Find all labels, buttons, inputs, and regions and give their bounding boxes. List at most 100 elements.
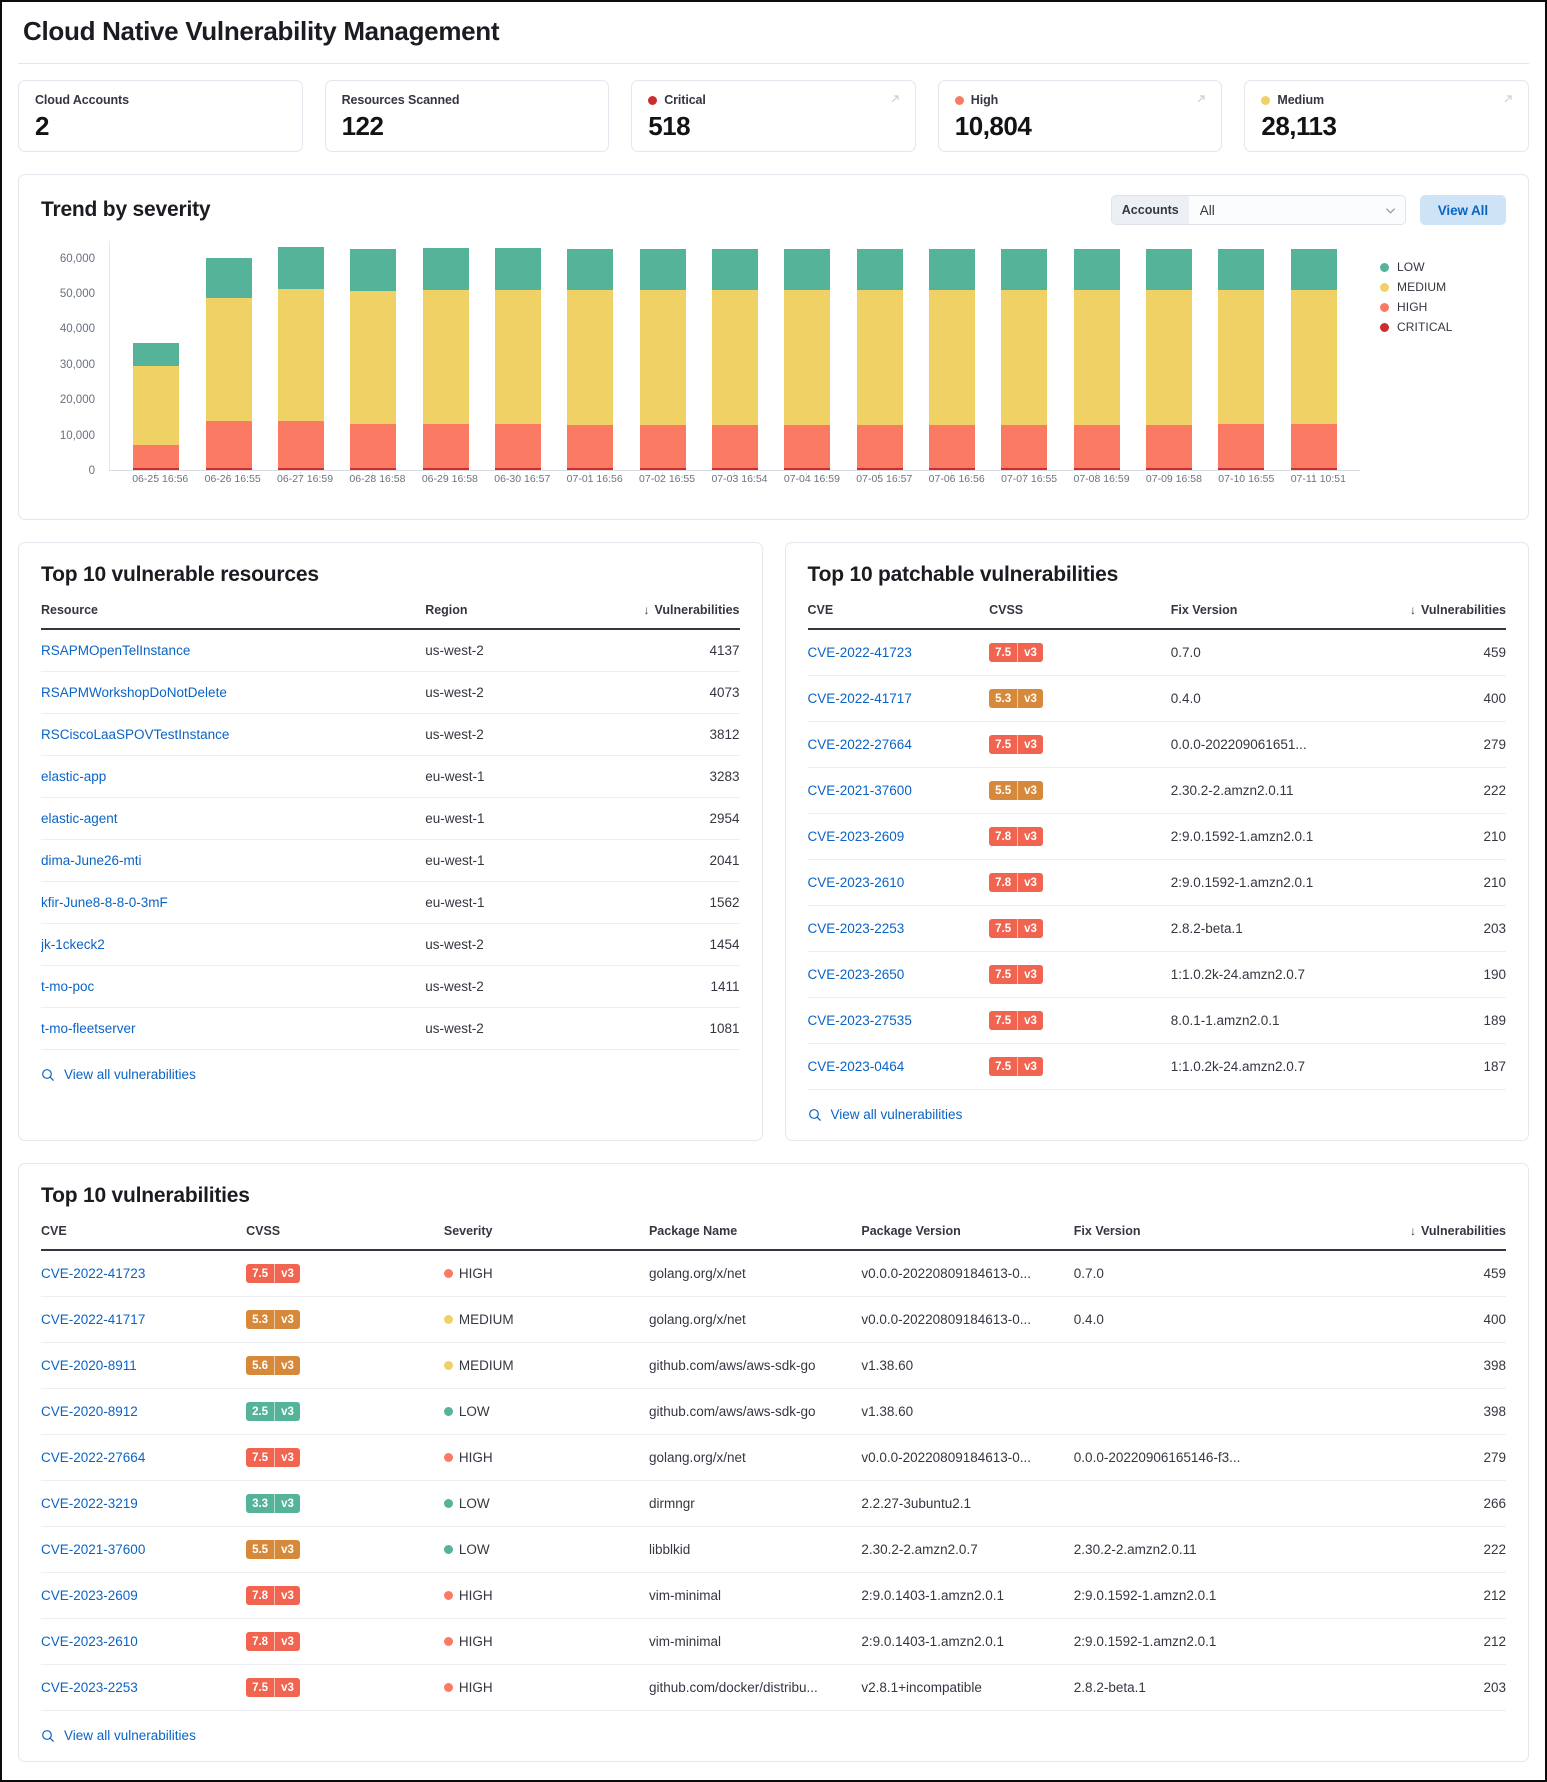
bar-segment-medium [1073, 290, 1120, 425]
resource-link[interactable]: RSAPMOpenTelInstance [41, 643, 191, 658]
table-row: CVE-2021-37600 5.5 v3 LOW libblkid 2.30.2-2.a… [41, 1526, 1506, 1573]
bar-column[interactable] [422, 241, 469, 470]
resource-link[interactable]: t-mo-poc [41, 979, 95, 994]
cve-link[interactable]: CVE-2023-0464 [807, 1059, 905, 1074]
bar-segment-high [494, 424, 541, 469]
col-package-version[interactable]: Package Version [861, 1224, 961, 1238]
legend-item-critical[interactable]: CRITICAL [1380, 317, 1506, 337]
y-axis-tick: 30,000 [59, 358, 95, 371]
bar-column[interactable] [494, 241, 541, 470]
bar-column[interactable] [856, 241, 903, 470]
cell-region: eu-west-1 [425, 881, 586, 924]
view-all-button[interactable]: View All [1419, 195, 1506, 225]
cve-link[interactable]: CVE-2023-2253 [807, 921, 905, 936]
cve-link[interactable]: CVE-2020-8911 [41, 1358, 137, 1373]
cvss-badge: 5.5 v3 [246, 1540, 300, 1559]
cve-link[interactable]: CVE-2023-2609 [807, 829, 905, 844]
cve-link[interactable]: CVE-2023-2610 [41, 1634, 138, 1649]
accounts-select[interactable]: All [1188, 196, 1405, 224]
cve-link[interactable]: CVE-2021-37600 [41, 1542, 146, 1557]
vulnerabilities-view-all-label: View all vulnerabilities [64, 1728, 196, 1743]
cve-link[interactable]: CVE-2022-41723 [41, 1266, 146, 1281]
legend-label: CRITICAL [1397, 320, 1453, 334]
cell-severity: LOW [443, 1388, 649, 1435]
bar-segment-medium [133, 365, 180, 445]
cell-fix-version: 1:1.0.2k-24.amzn2.0.7 [1170, 951, 1381, 998]
bar-column[interactable] [639, 241, 686, 470]
col-cve[interactable]: CVE [807, 603, 834, 617]
resource-link[interactable]: dima-June26-mti [41, 853, 142, 868]
resource-link[interactable]: elastic-app [41, 769, 107, 784]
legend-item-high[interactable]: HIGH [1380, 297, 1506, 317]
col-cve[interactable]: CVE [41, 1224, 67, 1238]
col-cvss[interactable]: CVSS [246, 1224, 281, 1238]
bar-column[interactable] [711, 241, 758, 470]
bar-segment-high [133, 444, 180, 469]
bar-column[interactable] [133, 241, 180, 470]
open-in-new-icon[interactable] [888, 92, 902, 106]
bar-column[interactable] [784, 241, 831, 470]
cve-link[interactable]: CVE-2022-3219 [41, 1496, 138, 1511]
cve-link[interactable]: CVE-2023-2609 [41, 1588, 138, 1603]
cell-cvss: 7.5 v3 [989, 629, 1171, 676]
col-resource[interactable]: Resource [41, 603, 98, 617]
cve-link[interactable]: CVE-2022-41717 [807, 691, 912, 706]
col-fix-version[interactable]: Fix Version [1170, 603, 1238, 617]
legend-item-low[interactable]: LOW [1380, 257, 1506, 277]
cve-link[interactable]: CVE-2020-8912 [41, 1404, 138, 1419]
bar-column[interactable] [1145, 241, 1192, 470]
cve-link[interactable]: CVE-2021-37600 [807, 783, 912, 798]
cve-link[interactable]: CVE-2023-2610 [807, 875, 905, 890]
cve-link[interactable]: CVE-2023-2253 [41, 1680, 138, 1695]
col-package-name[interactable]: Package Name [648, 1224, 738, 1238]
bar-column[interactable] [1290, 241, 1337, 470]
patchable-view-all-link[interactable]: View all vulnerabilities [808, 1107, 1507, 1124]
cve-link[interactable]: CVE-2023-2650 [807, 967, 905, 982]
resources-view-all-link[interactable]: View all vulnerabilities [41, 1067, 740, 1084]
resources-panel-title: Top 10 vulnerable resources [41, 563, 319, 586]
cve-link[interactable]: CVE-2022-27664 [41, 1450, 146, 1465]
col-vulnerabilities[interactable]: ↓ Vulnerabilities [586, 603, 740, 629]
bar-column[interactable] [1218, 241, 1265, 470]
cve-link[interactable]: CVE-2022-41723 [807, 645, 912, 660]
metric-card-medium[interactable]: Medium 28,113 [1244, 80, 1529, 152]
bar-column[interactable] [350, 241, 397, 470]
cell-fix-version: 2:9.0.1592-1.amzn2.0.1 [1073, 1618, 1309, 1665]
cve-link[interactable]: CVE-2022-41717 [41, 1312, 146, 1327]
vulnerabilities-view-all-link[interactable]: View all vulnerabilities [41, 1728, 1506, 1745]
search-icon [42, 1068, 55, 1081]
header-divider [18, 63, 1529, 64]
accounts-filter[interactable]: Accounts All [1110, 195, 1406, 225]
x-axis-tick [1001, 472, 1047, 478]
col-vulnerabilities[interactable]: ↓ Vulnerabilities [1380, 603, 1506, 629]
bar-column[interactable] [928, 241, 975, 470]
col-region[interactable]: Region [425, 603, 468, 617]
bar-column[interactable] [567, 241, 614, 470]
col-fix-version[interactable]: Fix Version [1073, 1224, 1141, 1238]
cvss-version: v3 [1017, 735, 1043, 754]
col-vulnerabilities[interactable]: ↓ Vulnerabilities [1308, 1224, 1506, 1250]
legend-item-medium[interactable]: MEDIUM [1380, 277, 1506, 297]
bar-column[interactable] [1073, 241, 1120, 470]
resource-link[interactable]: kfir-June8-8-8-0-3mF [41, 895, 168, 910]
resource-link[interactable]: elastic-agent [41, 811, 118, 826]
x-axis-tick [349, 472, 395, 478]
open-in-new-icon[interactable] [1501, 92, 1515, 106]
x-axis-label: 07-09 16:58 [1145, 473, 1202, 485]
bar-column[interactable] [1001, 241, 1048, 470]
col-severity[interactable]: Severity [443, 1224, 493, 1238]
resource-link[interactable]: jk-1ckeck2 [41, 937, 105, 952]
resource-link[interactable]: t-mo-fleetserver [41, 1021, 136, 1036]
cve-link[interactable]: CVE-2022-27664 [807, 737, 912, 752]
x-axis-tick [1291, 472, 1337, 478]
metric-card-critical[interactable]: Critical 518 [631, 80, 916, 152]
resource-link[interactable]: RSCiscoLaaSPOVTestInstance [41, 727, 230, 742]
metric-card-high[interactable]: High 10,804 [937, 80, 1223, 152]
cve-link[interactable]: CVE-2023-27535 [807, 1013, 912, 1028]
col-cvss[interactable]: CVSS [989, 603, 1024, 617]
bar-column[interactable] [277, 241, 324, 470]
resource-link[interactable]: RSAPMWorkshopDoNotDelete [41, 685, 227, 700]
cell-vulnerabilities: 1562 [585, 881, 740, 924]
bar-column[interactable] [205, 241, 252, 470]
open-in-new-icon[interactable] [1194, 92, 1208, 106]
